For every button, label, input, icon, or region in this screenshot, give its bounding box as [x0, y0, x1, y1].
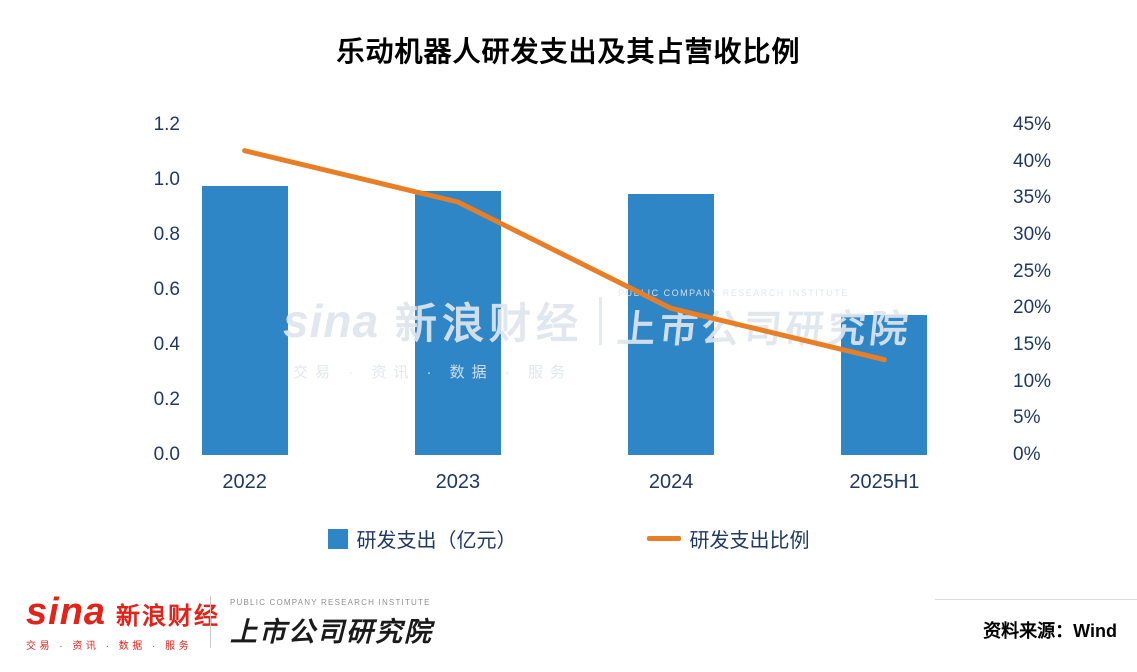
right-axis-tick: 40% [1013, 150, 1052, 172]
x-axis-label-2024: 2024 [648, 471, 694, 493]
left-axis-tick: 0.4 [153, 334, 180, 355]
right-axis-tick: 45% [1013, 114, 1052, 135]
x-axis-label-2022: 2022 [222, 471, 267, 493]
footer-logo-divider [210, 596, 211, 648]
left-axis-tick: 1.2 [153, 114, 180, 135]
data-source: 资料来源：Wind [983, 621, 1117, 641]
bar-2025H1 [841, 314, 928, 455]
legend-bar-swatch [327, 528, 348, 549]
left-axis-tick: 0.8 [153, 224, 180, 245]
rd-ratio-line [242, 148, 887, 363]
sina-logo: sina [26, 591, 107, 633]
legend-item-rd-spend: 研发支出（亿元） [327, 524, 517, 553]
bar-2024 [628, 193, 715, 455]
right-axis-tick: 35% [1013, 187, 1052, 209]
legend-item-rd-ratio: 研发支出比例 [646, 524, 810, 553]
right-axis-tick: 10% [1013, 370, 1052, 392]
right-axis: 0% 5% 10% 15% 20% 25% 30% 35% 40% 45% [1013, 114, 1123, 465]
legend-line-label: 研发支出比例 [689, 530, 810, 552]
footer-institute-logo: PUBLIC COMPANY RESEARCH INSTITUTE 上市公司研究… [230, 598, 433, 649]
sina-tagline: 交易 · 资讯 · 数据 · 服务 [26, 641, 193, 652]
footer-sina-logo: sina 新浪财经 交易 · 资讯 · 数据 · 服务 [26, 591, 220, 652]
bar-2023 [414, 191, 501, 455]
x-axis-label-2025H1: 2025H1 [849, 471, 920, 493]
institute-name: 上市公司研究院 [230, 617, 433, 647]
left-axis-tick: 1.0 [153, 169, 180, 190]
x-axis-labels: 2022 2023 2024 2025H1 [138, 471, 991, 501]
legend-line-swatch [646, 536, 681, 541]
line-layer [242, 148, 887, 363]
right-axis-tick: 30% [1013, 224, 1052, 245]
bar-2022 [201, 185, 288, 455]
x-axis-label-2023: 2023 [435, 471, 481, 493]
right-axis-tick: 0% [1013, 444, 1041, 465]
sina-logo-row: sina 新浪财经 [26, 591, 220, 634]
sina-finance-name: 新浪财经 [116, 603, 221, 630]
plot-area [138, 125, 991, 455]
left-axis-tick: 0.2 [153, 389, 180, 410]
legend-bar-label: 研发支出（亿元） [356, 530, 517, 552]
legend: 研发支出（亿元） 研发支出比例 [0, 524, 1137, 553]
right-axis-tick: 20% [1013, 297, 1052, 319]
left-axis-tick: 0.6 [153, 279, 180, 300]
institute-caption: PUBLIC COMPANY RESEARCH INSTITUTE [230, 598, 431, 607]
source-divider-line [935, 599, 1137, 600]
right-axis-tick: 15% [1013, 334, 1052, 355]
right-axis-tick: 5% [1013, 407, 1041, 429]
chart-title: 乐动机器人研发支出及其占营收比例 [336, 36, 801, 67]
left-axis-tick: 0.0 [153, 444, 180, 465]
right-axis-tick: 25% [1013, 260, 1052, 282]
left-axis: 0.0 0.2 0.4 0.6 0.8 1.0 1.2 [58, 114, 180, 465]
